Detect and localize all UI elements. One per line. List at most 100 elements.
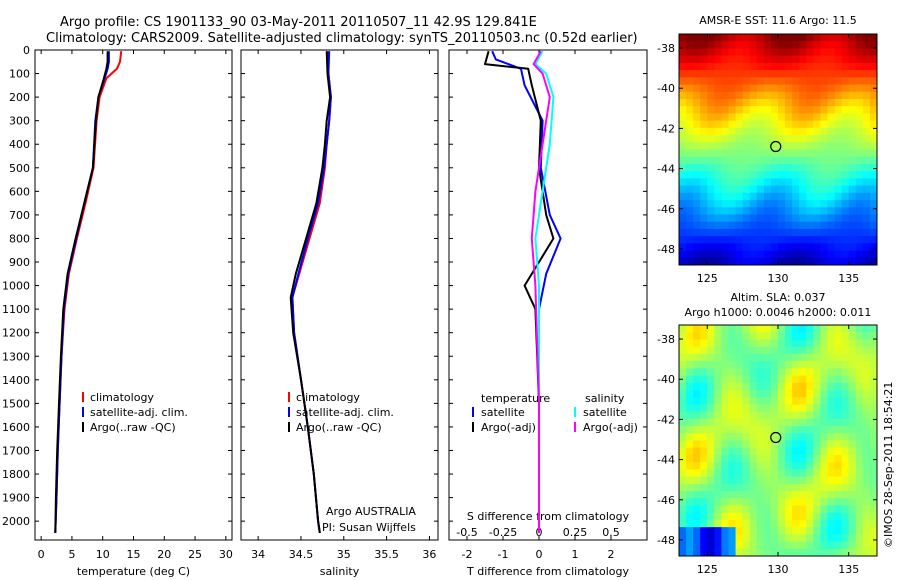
map-cell — [721, 200, 730, 208]
map-cell — [749, 163, 758, 172]
map-cell — [742, 418, 751, 427]
map-cell — [792, 41, 800, 50]
map-cell — [778, 353, 786, 362]
map-cell — [679, 185, 687, 194]
map-cell — [834, 178, 843, 187]
map-cell — [700, 548, 708, 556]
map-cell — [742, 469, 751, 478]
map-cell — [742, 346, 751, 355]
y-tick-label: 900 — [9, 256, 30, 269]
map-cell — [806, 185, 814, 194]
map-cell — [693, 34, 701, 42]
map-cell — [813, 178, 822, 187]
map-cell — [756, 440, 765, 449]
map-cell — [848, 411, 857, 420]
map-cell — [770, 512, 779, 521]
map-cell — [728, 498, 737, 507]
map-cell — [834, 236, 843, 244]
map-cell — [792, 404, 800, 413]
map-cell — [700, 228, 708, 237]
map-cell — [714, 77, 723, 86]
map-cell — [848, 55, 857, 64]
map-cell — [806, 411, 814, 420]
map-cell — [742, 257, 751, 265]
map-cell — [714, 483, 723, 492]
map-cell — [806, 332, 814, 341]
map-cell — [700, 353, 708, 362]
map-cell — [799, 346, 807, 355]
map-cell — [735, 62, 744, 71]
map-cell — [799, 127, 807, 136]
map-cell — [756, 135, 765, 143]
map-cell — [799, 353, 807, 362]
map-cell — [707, 534, 715, 543]
map-cell — [834, 163, 843, 172]
map-cell — [869, 534, 877, 543]
map-cell — [714, 339, 723, 348]
map-cell — [679, 411, 687, 420]
map-cell — [869, 120, 877, 129]
map-cell — [799, 171, 807, 179]
map-cell — [785, 55, 793, 64]
map-cell — [834, 353, 843, 362]
map-cell — [869, 91, 877, 100]
map-cell — [735, 361, 744, 369]
map-cell — [869, 382, 877, 391]
map-cell — [693, 236, 701, 244]
map-cell — [756, 498, 765, 507]
map-cell — [679, 325, 687, 333]
map-cell — [820, 353, 829, 362]
map-cell — [749, 440, 758, 449]
map-cell — [749, 207, 758, 216]
map-cell — [770, 228, 779, 237]
map-cell — [848, 476, 857, 485]
map-cell — [806, 214, 814, 223]
map-cell — [735, 527, 744, 535]
map-cell — [778, 325, 786, 333]
map-cell — [806, 397, 814, 406]
map-cell — [841, 70, 850, 78]
map-y-tick-label: -40 — [657, 373, 675, 386]
map-cell — [813, 91, 822, 100]
map-cell — [792, 257, 800, 265]
map-cell — [707, 127, 715, 136]
map-cell — [735, 163, 744, 172]
map-cell — [742, 98, 751, 107]
map-cell — [714, 346, 723, 355]
map-cell — [799, 476, 807, 485]
map-cell — [792, 346, 800, 355]
map-cell — [686, 353, 694, 362]
map-cell — [770, 149, 779, 158]
map-cell — [778, 469, 786, 478]
map-cell — [693, 250, 701, 259]
map-cell — [778, 149, 786, 158]
map-cell — [848, 325, 857, 333]
map-cell — [714, 214, 723, 223]
map-cell — [714, 41, 723, 50]
map-cell — [763, 149, 772, 158]
map-cell — [679, 214, 687, 223]
x-tick-label: 34.5 — [289, 548, 314, 561]
map-cell — [813, 257, 822, 265]
map-cell — [785, 98, 793, 107]
map-cell — [820, 519, 829, 528]
map-cell — [813, 113, 822, 122]
map-cell — [770, 207, 779, 216]
map-cell — [763, 192, 772, 201]
map-cell — [799, 512, 807, 521]
map-cell — [707, 491, 715, 499]
map-cell — [869, 491, 877, 499]
map-cell — [756, 120, 765, 129]
map-cell — [806, 469, 814, 478]
map-cell — [848, 127, 857, 136]
map-cell — [714, 171, 723, 179]
map-cell — [742, 541, 751, 550]
map-cell — [763, 200, 772, 208]
map-cell — [707, 192, 715, 201]
map-cell — [813, 368, 822, 377]
map-cell — [700, 389, 708, 398]
map-cell — [862, 462, 871, 470]
map-cell — [728, 368, 737, 377]
map-cell — [742, 77, 751, 86]
